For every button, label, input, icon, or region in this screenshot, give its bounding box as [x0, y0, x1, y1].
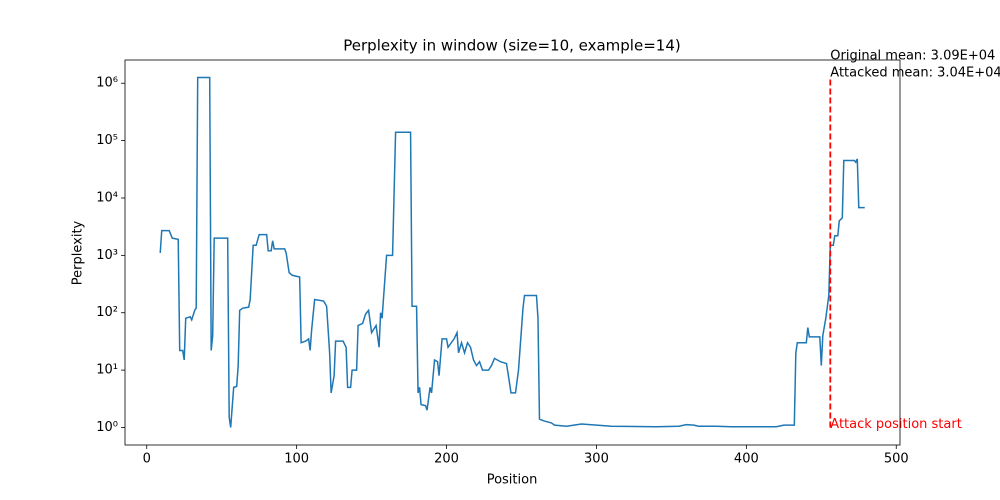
x-tick-label: 200	[434, 452, 459, 467]
x-tick-label: 300	[584, 452, 609, 467]
y-tick-label: 10²	[96, 305, 118, 320]
y-tick-label: 10⁴	[96, 190, 118, 205]
attacked-mean: Attacked mean: 3.04E+04	[830, 66, 1000, 81]
y-tick-label: 10⁰	[96, 420, 118, 435]
y-tick-label: 10⁶	[96, 76, 118, 91]
data-line	[159, 76, 865, 428]
x-tick-label: 0	[143, 452, 151, 467]
chart-title: Perplexity in window (size=10, example=1…	[343, 37, 680, 55]
attack-label: Attack position start	[830, 417, 962, 432]
x-axis-label: Position	[487, 473, 538, 488]
y-tick-label: 10¹	[96, 363, 118, 378]
y-tick-label: 10³	[96, 248, 118, 263]
x-tick-label: 100	[284, 452, 309, 467]
y-tick-label: 10⁵	[96, 133, 118, 148]
x-tick-label: 400	[734, 452, 759, 467]
plot-frame	[124, 59, 901, 446]
x-tick-label: 500	[884, 452, 909, 467]
y-axis-label: Perplexity	[71, 220, 86, 285]
original-mean: Original mean: 3.09E+04	[830, 49, 995, 64]
